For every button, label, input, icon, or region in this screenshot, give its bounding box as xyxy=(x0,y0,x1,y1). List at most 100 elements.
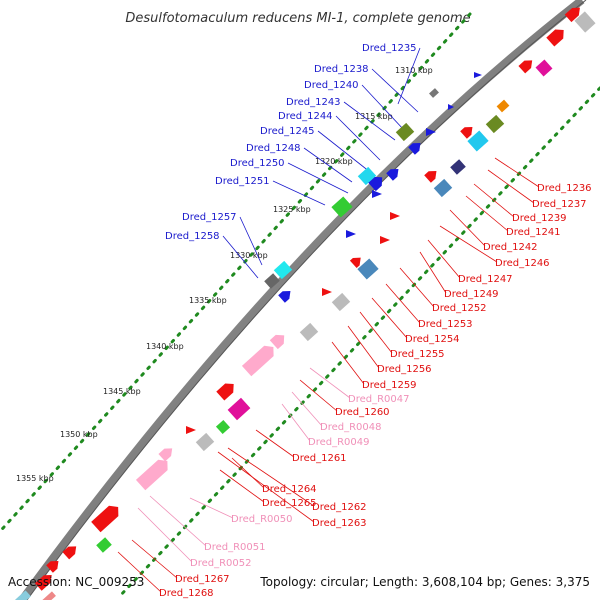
reverse-leader-line xyxy=(231,457,265,489)
reverse-gene-label: Dred_1253 xyxy=(418,319,473,330)
reverse-gene-label: Dred_1263 xyxy=(312,518,367,529)
gene-arrow xyxy=(241,345,274,377)
reverse-gene-label: Dred_1246 xyxy=(495,258,550,269)
forward-leader-line xyxy=(222,235,259,279)
gene-box xyxy=(273,260,293,280)
forward-gene-label: Dred_1257 xyxy=(182,212,237,223)
reverse-gene-label: Dred_1268 xyxy=(159,588,214,599)
forward-gene-label: Dred_1248 xyxy=(246,143,301,154)
gene-arrow xyxy=(278,290,291,303)
gene-arrow xyxy=(408,142,421,155)
kbp-tick-labels: 1310 kbp 1315 kbp 1320 kbp 1325 kbp 1330 kbp… xyxy=(16,66,433,483)
forward-gene-label: Dred_1245 xyxy=(260,126,315,137)
reverse-gene-label: Dred_1267 xyxy=(175,574,230,585)
gene-arrow xyxy=(216,383,234,401)
kbp-tick-label: 1355 kbp xyxy=(16,474,54,483)
genome-summary-text: Topology: circular; Length: 3,608,104 bp… xyxy=(259,575,590,589)
reverse-leader-line xyxy=(149,495,207,547)
reverse-leader-line xyxy=(291,391,323,427)
gene-box xyxy=(395,122,415,142)
forward-leader-line xyxy=(317,130,371,173)
gene-box xyxy=(215,419,231,435)
gene-arrow xyxy=(460,126,473,139)
reverse-gene-label: Dred_1264 xyxy=(262,484,317,495)
gene-triangle xyxy=(380,236,390,244)
forward-leader-line xyxy=(371,68,419,113)
reverse-leader-line xyxy=(137,507,193,563)
forward-leader-line xyxy=(303,147,353,183)
gene-box xyxy=(574,11,596,33)
reverse-gene-label: Dred_1265 xyxy=(262,498,317,509)
gene-arrow xyxy=(62,546,77,560)
reverse-leader-line xyxy=(465,195,509,232)
gene-box xyxy=(331,292,351,312)
gene-box xyxy=(357,258,379,280)
gene-arrow xyxy=(564,7,580,23)
gene-arrow xyxy=(269,334,285,350)
label-leader-lines xyxy=(117,47,540,593)
forward-leader-line xyxy=(397,47,421,105)
gene-triangle xyxy=(474,72,482,78)
reverse-gene-label: Dred_1249 xyxy=(444,289,499,300)
gene-triangle xyxy=(372,190,382,198)
kbp-tick-label: 1335 kbp xyxy=(189,296,227,305)
kbp-tick-label: 1315 kbp xyxy=(355,112,393,121)
gene-arrow xyxy=(46,560,59,573)
gene-arrow xyxy=(386,168,399,181)
gene-box xyxy=(227,397,251,421)
forward-gene-label: Dred_1250 xyxy=(230,158,285,169)
kbp-tick-label: 1345 kbp xyxy=(103,387,141,396)
reverse-leader-line xyxy=(494,157,540,188)
forward-gene-labels: Dred_1235 Dred_1238 Dred_1240 Dred_1243 Dred… xyxy=(165,43,417,242)
gene-triangle xyxy=(448,104,454,110)
reverse-leader-line xyxy=(117,551,162,593)
reverse-gene-label: Dred_1236 xyxy=(537,183,592,194)
gene-box xyxy=(15,590,31,600)
forward-leader-line xyxy=(272,180,326,206)
reverse-gene-label: Dred_1256 xyxy=(377,364,432,375)
gene-box xyxy=(450,159,466,175)
forward-leader-line xyxy=(287,162,349,194)
gene-arrow xyxy=(518,60,533,74)
gene-arrow xyxy=(34,574,52,591)
gene-arrow xyxy=(349,257,361,269)
reverse-leader-line xyxy=(131,539,178,579)
map-title: Desulfotomaculum reducens MI-1, complete… xyxy=(125,11,470,26)
reverse-gene-label: Dred_1255 xyxy=(390,349,445,360)
gene-box xyxy=(331,196,353,218)
gene-arrow xyxy=(91,505,119,533)
reverse-leader-line xyxy=(331,341,365,385)
reverse-leader-line xyxy=(473,183,515,218)
reverse-leader-line xyxy=(385,283,421,324)
forward-gene-label: Dred_1251 xyxy=(215,176,270,187)
reverse-leader-line xyxy=(371,297,408,339)
gene-box xyxy=(40,591,56,600)
gene-box xyxy=(429,88,439,98)
forward-leader-line xyxy=(361,84,405,131)
reverse-leader-line xyxy=(217,451,315,523)
kbp-tick-label: 1350 kbp xyxy=(60,430,98,439)
gene-arrow xyxy=(158,448,173,462)
reverse-leader-line xyxy=(487,169,535,204)
reverse-leader-line xyxy=(359,311,393,354)
kbp-tick-label: 1325 kbp xyxy=(273,205,311,214)
reverse-leader-line xyxy=(219,469,265,503)
reverse-leader-line xyxy=(439,225,498,263)
reverse-leader-line xyxy=(281,403,311,442)
reverse-gene-label: Dred_1261 xyxy=(292,453,347,464)
gene-box xyxy=(496,99,510,113)
reverse-leader-line xyxy=(309,367,351,399)
reverse-leader-line xyxy=(189,497,234,519)
gene-box xyxy=(535,59,553,77)
gene-box xyxy=(195,432,215,452)
reverse-gene-label: Dred_R0047 xyxy=(348,394,410,405)
gene-triangle xyxy=(346,230,356,238)
reverse-gene-label: Dred_R0048 xyxy=(320,422,382,433)
forward-gene-label: Dred_1244 xyxy=(278,111,333,122)
kbp-tick-label: 1330 kbp xyxy=(230,251,268,260)
forward-leader-line xyxy=(343,101,396,141)
gene-box xyxy=(299,322,319,342)
reverse-gene-labels: Dred_1236 Dred_1237 Dred_1239 Dred_1241 Dred… xyxy=(159,183,592,599)
gene-arrow xyxy=(135,459,168,491)
